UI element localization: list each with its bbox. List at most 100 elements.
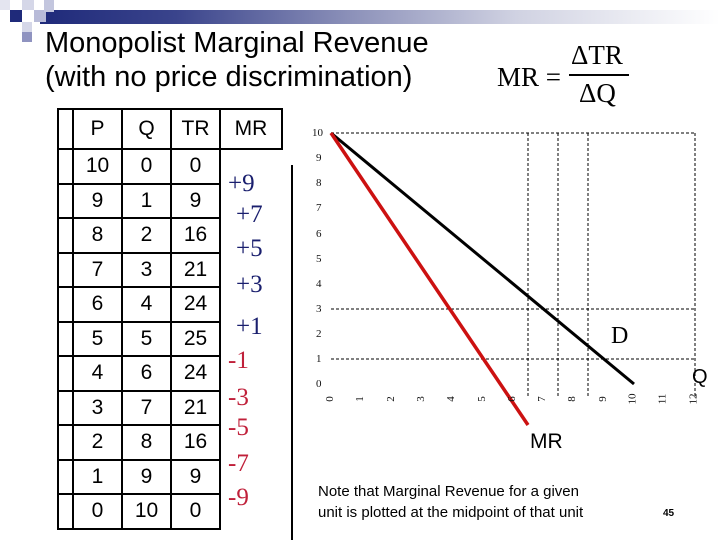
mr-value: +1 [236,313,263,340]
mr-value: +5 [236,235,263,262]
mr-line [329,132,530,426]
cell-q: 10 [121,493,172,530]
x-tick: 2 [384,396,397,402]
mr-value: +3 [236,271,263,298]
cell-q: 9 [121,458,172,495]
formula-numerator: ΔTR [571,40,623,70]
cell-q: 7 [121,389,172,426]
cell-q: 8 [121,424,172,461]
cell-p: 10 [72,148,123,185]
table-row: 8 2 16 [57,217,282,254]
cell-p: 0 [72,493,123,530]
y-tick: 1 [316,353,322,365]
cell-p: 3 [72,389,123,426]
header-tr: TR [170,108,221,150]
formula-lhs: MR = [497,62,561,92]
y-tick: 6 [316,228,322,240]
mr-value: -3 [228,384,249,411]
cell-p: 2 [72,424,123,461]
cell-tr: 9 [170,182,221,219]
x-tick: 7 [535,396,548,402]
cell-tr: 16 [170,217,221,254]
table-row: 5 5 25 [57,320,282,357]
cell-q: 1 [121,182,172,219]
cell-q: 3 [121,251,172,288]
cell-p: 5 [72,320,123,357]
mr-column: +9 +7 +5 +3 +1 -1 -3 -5 -7 -9 [226,165,293,540]
y-tick: 5 [316,253,322,265]
blank-cell [57,148,74,185]
blank-cell [57,217,74,254]
demand-line [330,131,635,386]
x-tick: 3 [414,396,427,402]
title-banner [40,10,720,24]
y-tick: 8 [316,177,322,189]
note-line-1: Note that Marginal Revenue for a given [318,483,579,500]
formula-denominator: ΔQ [579,78,616,108]
x-tick: 11 [656,393,669,405]
table-row: 7 3 21 [57,251,282,288]
cell-tr: 21 [170,251,221,288]
cell-tr: 21 [170,389,221,426]
cell-tr: 0 [170,493,221,530]
blank-cell [57,389,74,426]
cell-p: 4 [72,355,123,392]
y-tick: 2 [316,328,322,340]
cell-tr: 9 [170,458,221,495]
cell-p: 1 [72,458,123,495]
mr-value: +9 [228,170,255,197]
x-tick: 12 [687,393,700,405]
decor-square [34,10,46,22]
blank-cell [57,458,74,495]
x-tick: 0 [323,396,336,402]
decor-square [44,0,54,12]
q-axis-label: Q [692,366,708,388]
cell-p: 8 [72,217,123,254]
cell-tr: 24 [170,286,221,323]
cell-q: 4 [121,286,172,323]
x-tick: 10 [626,393,639,405]
cell-tr: 0 [170,148,221,185]
mr-value: -9 [228,484,249,511]
fraction-bar [569,74,629,76]
demand-label: D [611,323,629,349]
cell-q: 0 [121,148,172,185]
title-line-1: Monopolist Marginal Revenue [45,27,429,59]
cell-tr: 16 [170,424,221,461]
cell-p: 7 [72,251,123,288]
x-tick: 1 [353,396,366,402]
mr-value: -5 [228,414,249,441]
page-number: 45 [663,508,675,519]
header-q: Q [121,108,172,150]
blank-cell [57,320,74,357]
mr-value: -1 [228,347,249,374]
table-row: 4 6 24 [57,355,282,392]
blank-cell [57,355,74,392]
cell-q: 5 [121,320,172,357]
decor-square [0,0,10,10]
note-line-2: unit is plotted at the midpoint of that … [318,504,584,521]
slide-title: Monopolist Marginal Revenue (with no pri… [45,26,429,94]
table-row: 3 7 21 [57,389,282,426]
x-tick: 9 [596,396,609,402]
y-tick: 3 [316,303,322,315]
title-line-2: (with no price discrimination) [45,61,413,93]
mr-label: MR [530,430,563,453]
blank-cell [57,108,74,150]
y-tick: 4 [316,278,322,290]
footnote: Note that Marginal Revenue for a given u… [318,481,583,523]
x-tick: 5 [475,396,488,402]
x-tick: 4 [444,396,457,402]
decor-square [22,0,34,10]
blank-cell [57,286,74,323]
blank-cell [57,251,74,288]
mr-value: +7 [236,201,263,228]
decor-square [22,32,32,42]
cell-tr: 25 [170,320,221,357]
table-row: 0 10 0 [57,493,282,530]
y-tick: 7 [316,202,322,214]
gridlines [331,132,696,398]
